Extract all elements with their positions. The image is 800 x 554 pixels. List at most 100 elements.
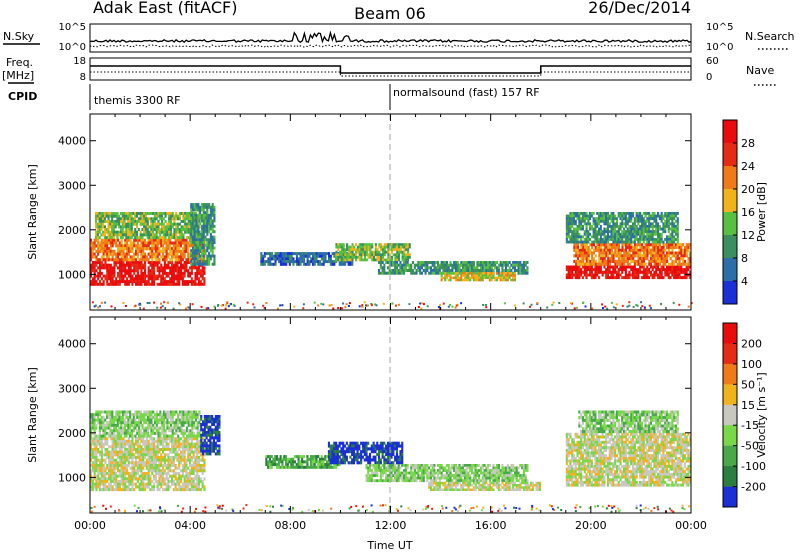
heatmap-cell	[111, 464, 114, 467]
heatmap-cell	[144, 252, 147, 256]
heatmap-cell	[649, 235, 652, 239]
heatmap-cell	[163, 456, 166, 459]
heatmap-cell	[115, 442, 118, 446]
heatmap-cell	[113, 261, 116, 264]
heatmap-cell	[233, 304, 236, 307]
heatmap-cell	[420, 263, 423, 267]
heatmap-cell	[660, 273, 663, 277]
heatmap-cell	[356, 245, 359, 249]
heatmap-cell	[125, 233, 128, 237]
heatmap-cell	[437, 271, 440, 275]
heatmap-cell	[630, 230, 633, 234]
heatmap-cell	[651, 214, 654, 218]
heatmap-cell	[99, 445, 102, 449]
heatmap-cell	[471, 266, 474, 270]
heatmap-cell	[635, 262, 638, 266]
heatmap-cell	[582, 301, 585, 304]
heatmap-cell	[623, 259, 626, 263]
heatmap-cell	[381, 261, 384, 264]
heatmap-cell	[592, 276, 595, 280]
heatmap-cell	[267, 260, 270, 264]
heatmap-cell	[582, 257, 585, 261]
heatmap-cell	[120, 269, 123, 273]
heatmap-cell	[421, 302, 424, 305]
heatmap-cell	[674, 276, 677, 280]
heatmap-cell	[193, 249, 196, 253]
heatmap-cell	[118, 450, 121, 454]
heatmap-cell	[581, 219, 584, 223]
heatmap-cell	[125, 225, 128, 229]
heatmap-cell	[206, 260, 209, 263]
heatmap-cell	[483, 269, 486, 272]
heatmap-cell	[626, 217, 629, 221]
heatmap-cell	[178, 258, 181, 262]
heatmap-cell	[365, 304, 368, 307]
heatmap-cell	[136, 249, 139, 253]
heatmap-cell	[95, 458, 98, 462]
heatmap-cell	[601, 243, 604, 247]
heatmap-cell	[102, 280, 105, 284]
heatmap-cell	[601, 238, 604, 241]
heatmap-cell	[592, 235, 595, 239]
heatmap-cell	[657, 254, 660, 258]
heatmap-cell	[140, 474, 143, 478]
heatmap-cell	[585, 257, 588, 261]
heatmap-cell	[658, 259, 661, 263]
heatmap-cell	[203, 282, 206, 286]
heatmap-cell	[91, 464, 94, 467]
heatmap-cell	[162, 274, 165, 278]
heatmap-cell	[648, 212, 651, 215]
heatmap-cell	[664, 238, 667, 241]
heatmap-cell	[329, 262, 332, 266]
heatmap-cell	[189, 255, 192, 259]
heatmap-cell	[657, 257, 660, 261]
heatmap-cell	[639, 214, 642, 218]
heatmap-cell	[118, 482, 121, 486]
heatmap-cell	[417, 261, 420, 264]
heatmap-cell	[662, 214, 665, 218]
heatmap-cell	[126, 249, 129, 253]
heatmap-cell	[591, 262, 594, 266]
heatmap-cell	[671, 240, 674, 244]
heatmap-cell	[160, 448, 163, 451]
heatmap-cell	[644, 276, 647, 280]
heatmap-cell	[198, 277, 201, 281]
heatmap-cell	[208, 241, 211, 245]
heatmap-cell	[667, 219, 670, 223]
heatmap-cell	[578, 268, 581, 272]
heatmap-cell	[133, 266, 136, 270]
heatmap-cell	[90, 247, 93, 251]
heatmap-cell	[680, 276, 683, 280]
heatmap-cell	[178, 269, 181, 273]
heatmap-cell	[644, 251, 647, 255]
heatmap-cell	[585, 212, 588, 215]
heatmap-cell	[590, 235, 593, 239]
heatmap-cell	[172, 277, 175, 281]
heatmap-cell	[115, 439, 118, 443]
heatmap-cell	[390, 255, 393, 259]
noise-panel-frame	[89, 23, 692, 53]
heatmap-cell	[100, 482, 103, 486]
heatmap-cell	[565, 217, 568, 221]
heatmap-cell	[640, 227, 643, 231]
heatmap-cell	[637, 227, 640, 231]
heatmap-cell	[630, 240, 633, 244]
heatmap-cell	[585, 222, 588, 226]
heatmap-cell	[141, 212, 144, 215]
heatmap-cell	[689, 246, 692, 250]
heatmap-cell	[680, 257, 683, 261]
heatmap-cell	[122, 244, 125, 248]
heatmap-cell	[162, 249, 165, 253]
heatmap-cell	[117, 469, 120, 473]
heatmap-cell	[142, 488, 145, 492]
heatmap-cell	[99, 488, 102, 492]
heatmap-cell	[144, 474, 147, 478]
heatmap-cell	[109, 266, 112, 270]
heatmap-cell	[168, 212, 171, 215]
heatmap-cell	[112, 222, 115, 226]
heatmap-cell	[574, 232, 577, 236]
heatmap-cell	[91, 266, 94, 270]
heatmap-cell	[628, 265, 631, 269]
heatmap-cell	[612, 240, 615, 244]
heatmap-cell	[109, 280, 112, 284]
